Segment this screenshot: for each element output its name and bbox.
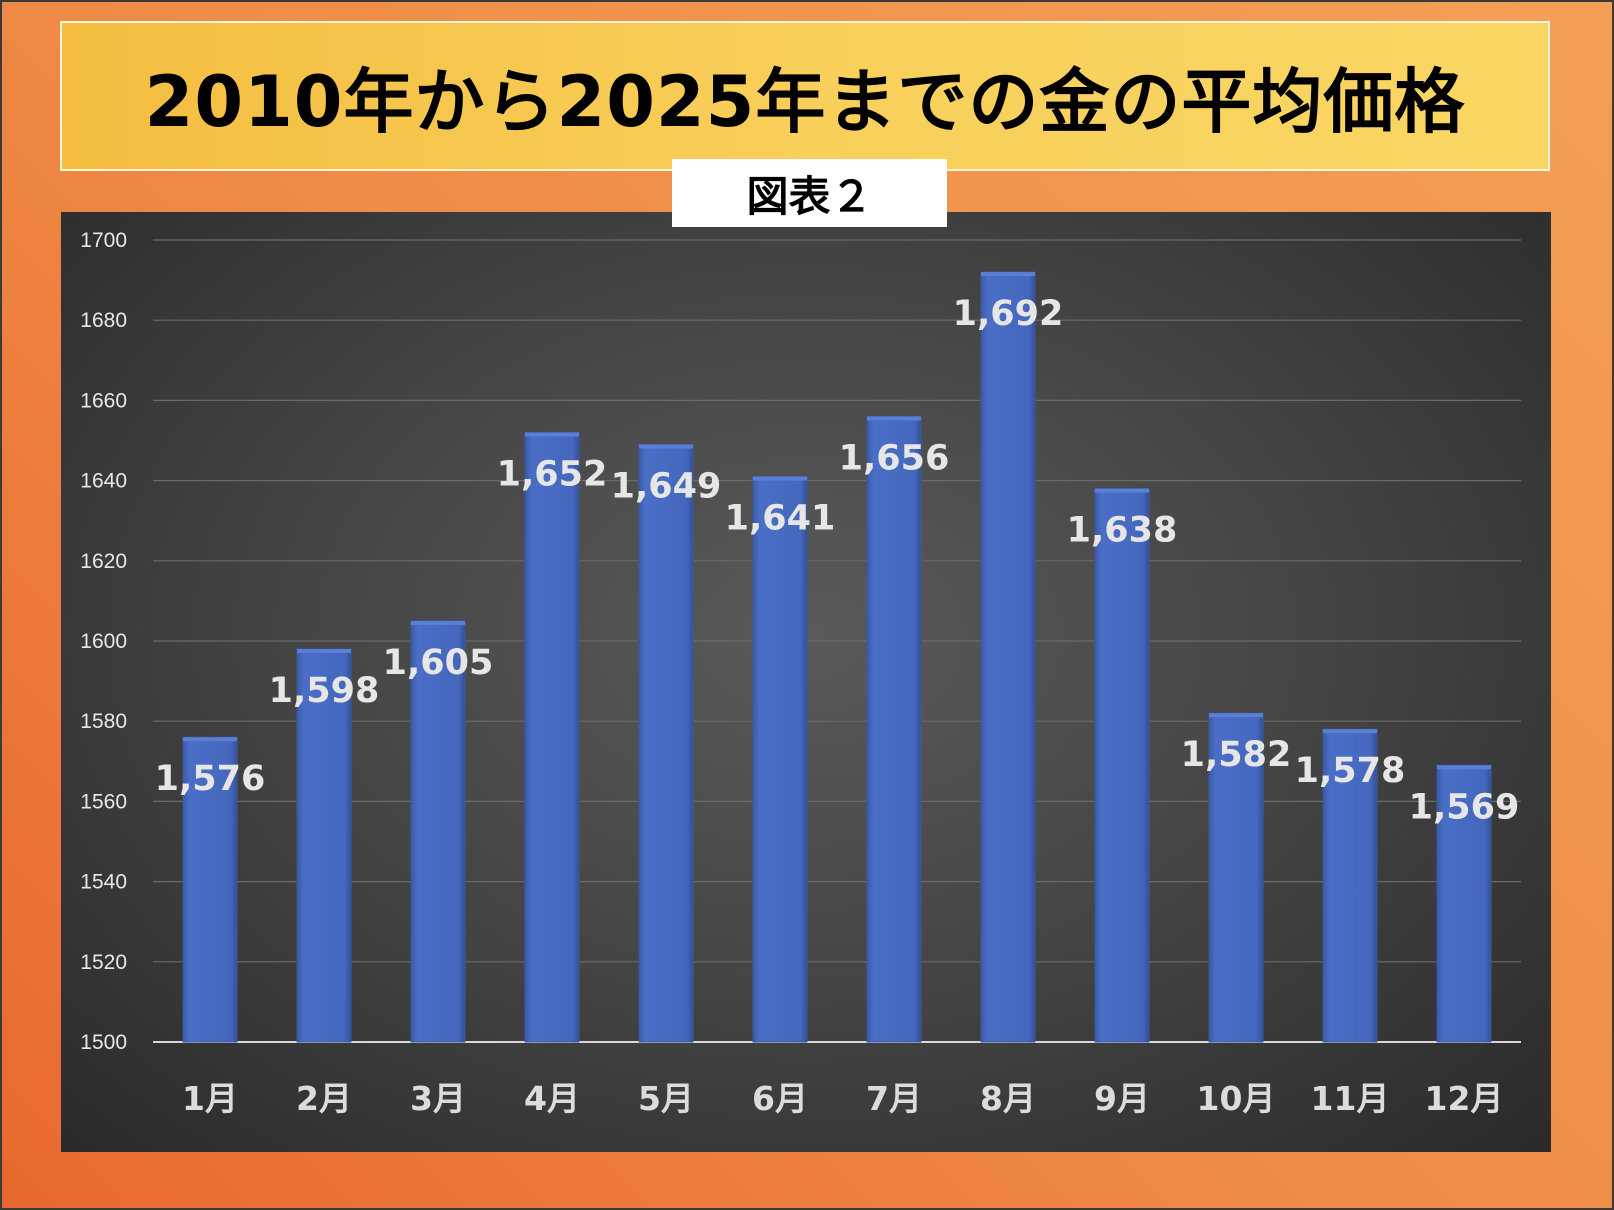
bar	[1436, 764, 1492, 1043]
bar-top	[753, 476, 807, 481]
y-tick-label: 1580	[80, 710, 127, 733]
y-tick-label: 1700	[80, 229, 127, 252]
bar	[638, 444, 694, 1043]
bar	[1094, 488, 1150, 1043]
bar	[1208, 712, 1264, 1043]
y-tick-label: 1500	[80, 1031, 127, 1054]
y-tick-label: 1660	[80, 389, 127, 412]
data-label: 1,652	[497, 454, 608, 494]
bar	[410, 620, 466, 1043]
y-tick-label: 1600	[80, 630, 127, 653]
x-tick-label: 7月	[866, 1079, 922, 1118]
bar-top	[1095, 488, 1149, 493]
bar-top	[525, 432, 579, 437]
bar-top	[981, 272, 1035, 277]
data-label: 1,641	[725, 499, 836, 539]
subtitle-box: 図表２	[672, 159, 947, 227]
x-tick-label: 2月	[296, 1079, 352, 1118]
bar	[866, 415, 922, 1043]
bar-chart: 1500 1520 1540 1560 1580 1600 1620 1640 1660 1680…	[80, 229, 1521, 1118]
y-tick-label: 1640	[80, 470, 127, 493]
bar-top	[183, 737, 237, 742]
x-tick-label: 11月	[1311, 1079, 1390, 1118]
y-tick-label: 1520	[80, 951, 127, 974]
x-tick-label: 10月	[1197, 1079, 1276, 1118]
x-tick-label: 3月	[410, 1079, 466, 1118]
bar	[980, 271, 1036, 1043]
x-tick-label: 5月	[638, 1079, 694, 1118]
bar	[752, 476, 808, 1043]
bar	[296, 648, 352, 1043]
x-tick-label: 4月	[524, 1079, 580, 1118]
bar-top	[1323, 729, 1377, 734]
y-tick-label: 1680	[80, 309, 127, 332]
bar-top	[867, 416, 921, 421]
chart-title: 2010年から2025年までの金の平均価格	[144, 60, 1466, 143]
data-label: 1,638	[1067, 511, 1178, 551]
x-tick-label: 9月	[1094, 1079, 1150, 1118]
x-tick-label: 12月	[1425, 1079, 1504, 1118]
data-label: 1,656	[839, 438, 950, 478]
y-tick-label: 1620	[80, 550, 127, 573]
data-label: 1,569	[1409, 787, 1520, 827]
data-label: 1,605	[383, 643, 494, 683]
x-tick-label: 6月	[752, 1079, 808, 1118]
data-label: 1,598	[269, 671, 380, 711]
y-tick-label: 1560	[80, 790, 127, 813]
chart-subtitle: 図表２	[746, 171, 873, 221]
data-label: 1,576	[155, 759, 266, 799]
title-banner: 2010年から2025年までの金の平均価格	[60, 21, 1550, 171]
data-label: 1,582	[1181, 735, 1292, 775]
data-label: 1,649	[611, 467, 722, 507]
bar	[1322, 728, 1378, 1043]
bar-top	[1209, 713, 1263, 718]
bar-top	[639, 444, 693, 449]
x-tick-label: 1月	[182, 1079, 238, 1118]
plot-area: 1500 1520 1540 1560 1580 1600 1620 1640 1660 1680…	[61, 212, 1551, 1152]
bar-top	[1437, 765, 1491, 770]
bar-top	[411, 620, 465, 625]
bar	[524, 431, 580, 1043]
bar-top	[297, 649, 351, 654]
y-tick-label: 1540	[80, 871, 127, 894]
data-label: 1,578	[1295, 751, 1406, 791]
bar	[182, 736, 238, 1043]
data-label: 1,692	[953, 294, 1064, 334]
x-tick-label: 8月	[980, 1079, 1036, 1118]
